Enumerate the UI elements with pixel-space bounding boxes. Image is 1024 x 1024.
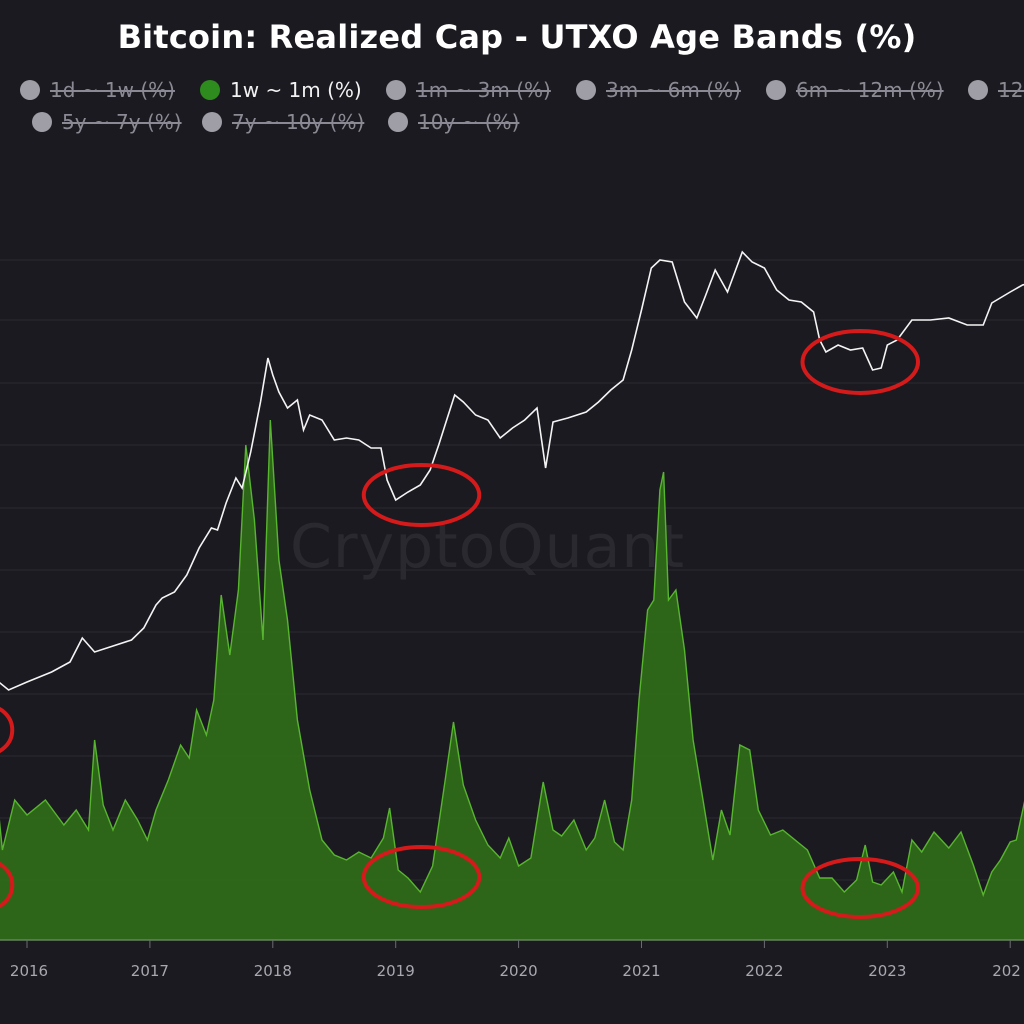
- legend-dot-icon: [32, 112, 52, 132]
- legend-item[interactable]: 3m ~ 6m (%): [576, 78, 741, 102]
- series-line-price: [0, 250, 1024, 691]
- annotation-circle: [361, 845, 482, 909]
- x-tick-label: 2019: [377, 962, 415, 980]
- legend-label: 1w ~ 1m (%): [230, 78, 362, 102]
- legend-label: 1m ~ 3m (%): [416, 78, 551, 102]
- legend-dot-icon: [202, 112, 222, 132]
- series-area-1w-1m: [0, 419, 1024, 941]
- legend-label: 5y ~ 7y (%): [62, 110, 182, 134]
- legend-item[interactable]: 12m: [968, 78, 1024, 102]
- legend-dot-icon: [388, 112, 408, 132]
- x-tick-label: 2017: [131, 962, 169, 980]
- annotation-circle: [361, 463, 482, 527]
- legend-item[interactable]: 7y ~ 10y (%): [202, 110, 364, 134]
- annotation-circle: [0, 861, 15, 909]
- grid-lines: [0, 259, 1024, 881]
- legend-label: 3m ~ 6m (%): [606, 78, 741, 102]
- legend-item[interactable]: 6m ~ 12m (%): [766, 78, 944, 102]
- x-tick-label: 2020: [500, 962, 538, 980]
- legend-dot-icon: [20, 80, 40, 100]
- chart-title: Bitcoin: Realized Cap - UTXO Age Bands (…: [117, 18, 917, 56]
- x-tick-label: 2023: [868, 962, 906, 980]
- legend-label: 12m: [998, 78, 1024, 102]
- legend-item[interactable]: 1w ~ 1m (%): [200, 78, 362, 102]
- x-tick-label: 2022: [745, 962, 783, 980]
- legend-item[interactable]: 1d ~ 1w (%): [20, 78, 175, 102]
- legend-label: 1d ~ 1w (%): [50, 78, 175, 102]
- legend-item[interactable]: 1m ~ 3m (%): [386, 78, 551, 102]
- legend-item[interactable]: 10y ~ (%): [388, 110, 519, 134]
- x-tick-label: 202: [992, 962, 1021, 980]
- legend-dot-icon: [386, 80, 406, 100]
- legend-label: 7y ~ 10y (%): [232, 110, 365, 134]
- legend-label: 6m ~ 12m (%): [796, 78, 944, 102]
- legend-dot-icon: [968, 80, 988, 100]
- legend-label: 10y ~ (%): [418, 110, 520, 134]
- x-tick-label: 2016: [10, 962, 48, 980]
- annotation-circle: [800, 857, 921, 919]
- chart-legend: 1d ~ 1w (%) 1w ~ 1m (%) 1m ~ 3m (%) 3m ~ 6m…: [0, 72, 1024, 142]
- legend-item[interactable]: 5y ~ 7y (%): [32, 110, 182, 134]
- legend-dot-icon: [766, 80, 786, 100]
- x-tick-label: 2021: [622, 962, 660, 980]
- legend-dot-icon: [200, 80, 220, 100]
- annotation-circle: [800, 329, 921, 395]
- legend-dot-icon: [576, 80, 596, 100]
- annotation-circle: [0, 706, 15, 754]
- x-tick-label: 2018: [254, 962, 292, 980]
